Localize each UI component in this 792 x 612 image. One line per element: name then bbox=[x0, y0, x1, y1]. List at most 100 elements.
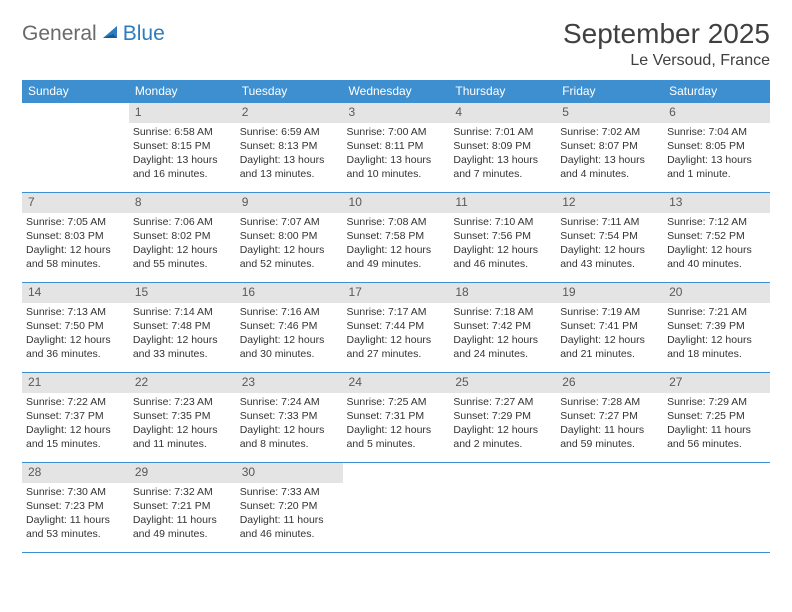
day-number: 7 bbox=[22, 193, 129, 213]
daylight-text: Daylight: 12 hours and 58 minutes. bbox=[26, 243, 125, 271]
calendar-day-cell: 24Sunrise: 7:25 AMSunset: 7:31 PMDayligh… bbox=[343, 373, 450, 463]
day-content: Sunrise: 7:22 AMSunset: 7:37 PMDaylight:… bbox=[22, 393, 129, 456]
day-number: 22 bbox=[129, 373, 236, 393]
sunset-text: Sunset: 8:07 PM bbox=[560, 139, 659, 153]
calendar-day-cell bbox=[663, 463, 770, 553]
daylight-text: Daylight: 11 hours and 46 minutes. bbox=[240, 513, 339, 541]
sunrise-text: Sunrise: 7:13 AM bbox=[26, 305, 125, 319]
logo-text-general: General bbox=[22, 22, 97, 46]
day-number: 19 bbox=[556, 283, 663, 303]
daylight-text: Daylight: 12 hours and 15 minutes. bbox=[26, 423, 125, 451]
sunset-text: Sunset: 7:25 PM bbox=[667, 409, 766, 423]
daylight-text: Daylight: 12 hours and 55 minutes. bbox=[133, 243, 232, 271]
sunset-text: Sunset: 7:27 PM bbox=[560, 409, 659, 423]
day-content: Sunrise: 6:58 AMSunset: 8:15 PMDaylight:… bbox=[129, 123, 236, 186]
day-number: 11 bbox=[449, 193, 556, 213]
day-content: Sunrise: 7:21 AMSunset: 7:39 PMDaylight:… bbox=[663, 303, 770, 366]
sunrise-text: Sunrise: 7:24 AM bbox=[240, 395, 339, 409]
sunset-text: Sunset: 8:02 PM bbox=[133, 229, 232, 243]
daylight-text: Daylight: 12 hours and 8 minutes. bbox=[240, 423, 339, 451]
weekday-header: Tuesday bbox=[236, 80, 343, 103]
calendar-day-cell bbox=[343, 463, 450, 553]
day-content: Sunrise: 7:05 AMSunset: 8:03 PMDaylight:… bbox=[22, 213, 129, 276]
day-number: 4 bbox=[449, 103, 556, 123]
sunrise-text: Sunrise: 7:08 AM bbox=[347, 215, 446, 229]
daylight-text: Daylight: 12 hours and 46 minutes. bbox=[453, 243, 552, 271]
sunset-text: Sunset: 7:50 PM bbox=[26, 319, 125, 333]
sunset-text: Sunset: 8:00 PM bbox=[240, 229, 339, 243]
day-number: 17 bbox=[343, 283, 450, 303]
calendar-day-cell: 1Sunrise: 6:58 AMSunset: 8:15 PMDaylight… bbox=[129, 103, 236, 193]
logo-text-blue: Blue bbox=[123, 22, 165, 46]
day-number: 3 bbox=[343, 103, 450, 123]
sunset-text: Sunset: 7:54 PM bbox=[560, 229, 659, 243]
day-number: 18 bbox=[449, 283, 556, 303]
day-number: 30 bbox=[236, 463, 343, 483]
sunrise-text: Sunrise: 7:21 AM bbox=[667, 305, 766, 319]
day-number: 15 bbox=[129, 283, 236, 303]
sunset-text: Sunset: 7:46 PM bbox=[240, 319, 339, 333]
daylight-text: Daylight: 13 hours and 7 minutes. bbox=[453, 153, 552, 181]
weekday-header: Monday bbox=[129, 80, 236, 103]
daylight-text: Daylight: 11 hours and 49 minutes. bbox=[133, 513, 232, 541]
sunrise-text: Sunrise: 7:16 AM bbox=[240, 305, 339, 319]
daylight-text: Daylight: 12 hours and 52 minutes. bbox=[240, 243, 339, 271]
sunset-text: Sunset: 8:11 PM bbox=[347, 139, 446, 153]
calendar-day-cell: 3Sunrise: 7:00 AMSunset: 8:11 PMDaylight… bbox=[343, 103, 450, 193]
calendar-day-cell: 10Sunrise: 7:08 AMSunset: 7:58 PMDayligh… bbox=[343, 193, 450, 283]
day-content: Sunrise: 7:19 AMSunset: 7:41 PMDaylight:… bbox=[556, 303, 663, 366]
day-number: 8 bbox=[129, 193, 236, 213]
calendar-day-cell: 8Sunrise: 7:06 AMSunset: 8:02 PMDaylight… bbox=[129, 193, 236, 283]
day-content: Sunrise: 7:07 AMSunset: 8:00 PMDaylight:… bbox=[236, 213, 343, 276]
day-number: 27 bbox=[663, 373, 770, 393]
sunset-text: Sunset: 7:35 PM bbox=[133, 409, 232, 423]
day-content: Sunrise: 7:29 AMSunset: 7:25 PMDaylight:… bbox=[663, 393, 770, 456]
day-number bbox=[556, 463, 663, 483]
calendar-day-cell bbox=[22, 103, 129, 193]
day-number: 28 bbox=[22, 463, 129, 483]
day-number bbox=[343, 463, 450, 483]
day-content: Sunrise: 7:32 AMSunset: 7:21 PMDaylight:… bbox=[129, 483, 236, 546]
daylight-text: Daylight: 12 hours and 11 minutes. bbox=[133, 423, 232, 451]
day-content: Sunrise: 7:12 AMSunset: 7:52 PMDaylight:… bbox=[663, 213, 770, 276]
day-content: Sunrise: 7:30 AMSunset: 7:23 PMDaylight:… bbox=[22, 483, 129, 546]
sunrise-text: Sunrise: 7:17 AM bbox=[347, 305, 446, 319]
daylight-text: Daylight: 12 hours and 33 minutes. bbox=[133, 333, 232, 361]
sunrise-text: Sunrise: 7:22 AM bbox=[26, 395, 125, 409]
sunrise-text: Sunrise: 7:05 AM bbox=[26, 215, 125, 229]
day-content: Sunrise: 7:14 AMSunset: 7:48 PMDaylight:… bbox=[129, 303, 236, 366]
sunrise-text: Sunrise: 7:01 AM bbox=[453, 125, 552, 139]
day-content: Sunrise: 7:02 AMSunset: 8:07 PMDaylight:… bbox=[556, 123, 663, 186]
sunset-text: Sunset: 7:39 PM bbox=[667, 319, 766, 333]
sunrise-text: Sunrise: 7:23 AM bbox=[133, 395, 232, 409]
daylight-text: Daylight: 12 hours and 43 minutes. bbox=[560, 243, 659, 271]
day-number: 12 bbox=[556, 193, 663, 213]
sunrise-text: Sunrise: 7:33 AM bbox=[240, 485, 339, 499]
sunrise-text: Sunrise: 7:11 AM bbox=[560, 215, 659, 229]
day-content: Sunrise: 7:06 AMSunset: 8:02 PMDaylight:… bbox=[129, 213, 236, 276]
sunset-text: Sunset: 7:21 PM bbox=[133, 499, 232, 513]
sunrise-text: Sunrise: 7:12 AM bbox=[667, 215, 766, 229]
calendar-week-row: 28Sunrise: 7:30 AMSunset: 7:23 PMDayligh… bbox=[22, 463, 770, 553]
sunset-text: Sunset: 7:31 PM bbox=[347, 409, 446, 423]
calendar-day-cell: 27Sunrise: 7:29 AMSunset: 7:25 PMDayligh… bbox=[663, 373, 770, 463]
day-content: Sunrise: 7:01 AMSunset: 8:09 PMDaylight:… bbox=[449, 123, 556, 186]
day-number: 1 bbox=[129, 103, 236, 123]
day-number: 29 bbox=[129, 463, 236, 483]
day-number: 20 bbox=[663, 283, 770, 303]
location-label: Le Versoud, France bbox=[563, 52, 770, 70]
calendar-day-cell: 12 Sunrise: 7:11 AMSunset: 7:54 PMDayligh… bbox=[556, 193, 663, 283]
day-content: Sunrise: 7:33 AMSunset: 7:20 PMDaylight:… bbox=[236, 483, 343, 546]
daylight-text: Daylight: 12 hours and 18 minutes. bbox=[667, 333, 766, 361]
sunset-text: Sunset: 7:48 PM bbox=[133, 319, 232, 333]
day-content: Sunrise: 7:23 AMSunset: 7:35 PMDaylight:… bbox=[129, 393, 236, 456]
calendar-day-cell: 20Sunrise: 7:21 AMSunset: 7:39 PMDayligh… bbox=[663, 283, 770, 373]
daylight-text: Daylight: 12 hours and 21 minutes. bbox=[560, 333, 659, 361]
sunrise-text: Sunrise: 7:00 AM bbox=[347, 125, 446, 139]
daylight-text: Daylight: 12 hours and 27 minutes. bbox=[347, 333, 446, 361]
calendar-day-cell: 29Sunrise: 7:32 AMSunset: 7:21 PMDayligh… bbox=[129, 463, 236, 553]
sunset-text: Sunset: 8:03 PM bbox=[26, 229, 125, 243]
sunrise-text: Sunrise: 7:10 AM bbox=[453, 215, 552, 229]
daylight-text: Daylight: 12 hours and 5 minutes. bbox=[347, 423, 446, 451]
sunrise-text: Sunrise: 7:02 AM bbox=[560, 125, 659, 139]
